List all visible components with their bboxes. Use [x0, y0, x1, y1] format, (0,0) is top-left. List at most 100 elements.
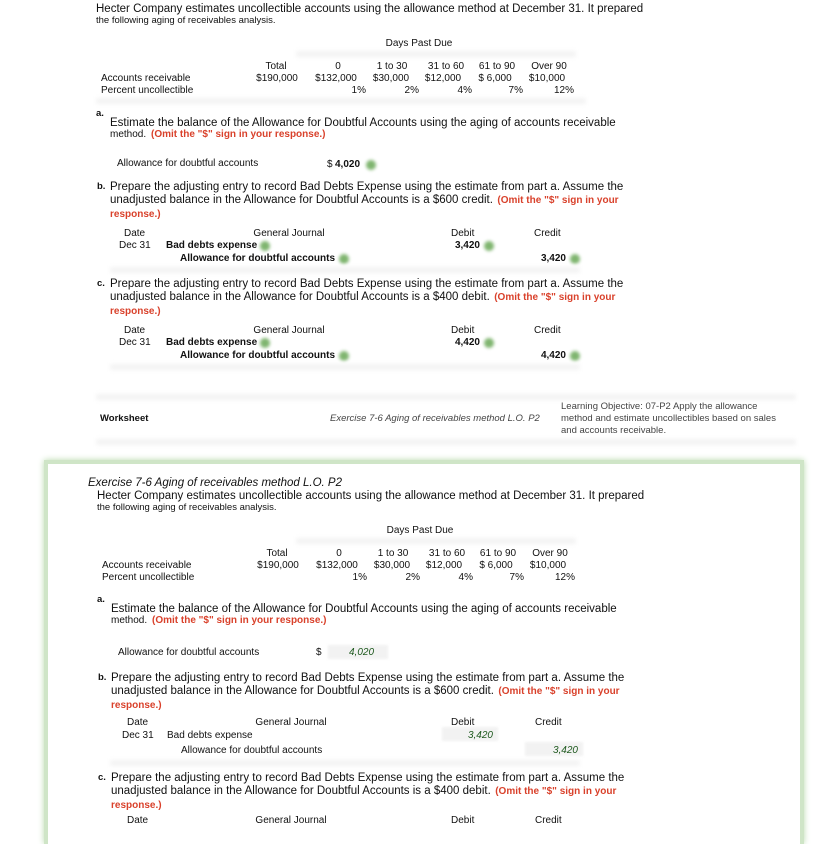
part-b-note2: response.) [111, 700, 162, 711]
hdr-date: Date [127, 815, 149, 826]
allowance-label: Allowance for doubtful accounts [118, 647, 260, 658]
debit-input[interactable]: 3,420 [467, 730, 493, 741]
worksheet-link[interactable]: Worksheet [100, 413, 149, 424]
hdr-credit: Credit [535, 815, 562, 826]
entry-date: Dec 31 [119, 337, 151, 348]
debit-account: Bad debts expense [166, 240, 258, 251]
part-a-text2: method. [110, 129, 147, 140]
part-c-note2: response.) [111, 800, 162, 811]
ar-value: $10,000 [528, 73, 566, 84]
pct-label: Percent uncollectible [102, 572, 195, 583]
check-icon [366, 160, 376, 170]
hdr-credit: Credit [535, 717, 562, 728]
part-b-note2: response.) [110, 209, 161, 220]
intro-line2: the following aging of receivables analy… [96, 15, 276, 26]
entry-date: Dec 31 [122, 730, 154, 741]
debit-account: Bad debts expense [166, 337, 258, 348]
hdr-journal: General Journal [253, 325, 325, 336]
hdr-debit: Debit [451, 325, 475, 336]
pct-value: 2% [404, 85, 419, 96]
debit-amount: 4,420 [454, 337, 480, 348]
pct-label: Percent uncollectible [101, 85, 194, 96]
hdr-debit: Debit [451, 228, 475, 239]
credit-amount: 3,420 [540, 253, 566, 264]
credit-amount: 4,420 [540, 350, 566, 361]
pct-value: 12% [554, 572, 575, 583]
part-a-text: Estimate the balance of the Allowance fo… [111, 603, 617, 615]
ar-value: $12,000 [424, 73, 462, 84]
hdr-credit: Credit [534, 325, 561, 336]
part-c-note: (Omit the "$" sign in your [495, 786, 617, 797]
col-0: 0 [336, 548, 342, 559]
ar-value: $132,000 [315, 73, 357, 84]
col-total: Total [265, 61, 287, 72]
col-1-30: 1 to 30 [377, 548, 409, 559]
hdr-date: Date [124, 325, 146, 336]
intro-line2: the following aging of receivables analy… [97, 502, 277, 513]
col-0: 0 [335, 61, 341, 72]
part-b-marker: b. [98, 672, 107, 683]
learning-objective: Learning Objective: 07-P2 Apply the allo… [561, 401, 758, 412]
ar-value: $30,000 [373, 560, 411, 571]
part-a-text: Estimate the balance of the Allowance fo… [110, 117, 616, 129]
ar-label: Accounts receivable [101, 73, 191, 84]
hdr-debit: Debit [451, 815, 475, 826]
pct-value: 12% [553, 85, 574, 96]
part-c-line1: Prepare the adjusting entry to record Ba… [110, 278, 624, 290]
hdr-journal: General Journal [255, 717, 327, 728]
check-icon [339, 351, 349, 361]
debit-amount: 3,420 [454, 240, 480, 251]
exercise-title: Exercise 7-6 Aging of receivables method… [330, 413, 540, 424]
pct-value: 2% [405, 572, 420, 583]
part-b-note: (Omit the "$" sign in your [497, 195, 619, 206]
credit-account: Allowance for doubtful accounts [181, 745, 323, 756]
part-b-marker: b. [97, 181, 106, 192]
check-icon [484, 338, 494, 348]
ar-value: $ 6,000 [479, 560, 513, 571]
hdr-credit: Credit [534, 228, 561, 239]
col-31-60: 31 to 60 [427, 61, 465, 72]
learning-objective: and accounts receivable. [561, 425, 667, 436]
ar-value: $190,000 [256, 73, 298, 84]
part-b-line2: unadjusted balance in the Allowance for … [110, 194, 493, 206]
part-b-line2-block: unadjusted balance in the Allowance for … [110, 193, 619, 221]
ar-value: $ 6,000 [478, 73, 512, 84]
part-b-line2-block: unadjusted balance in the Allowance for … [111, 684, 620, 712]
intro-line1: Hecter Company estimates uncollectible a… [96, 3, 644, 15]
ar-value: $12,000 [425, 560, 463, 571]
hdr-date: Date [124, 228, 146, 239]
allowance-label: Allowance for doubtful accounts [117, 158, 259, 169]
ar-value: $10,000 [529, 560, 567, 571]
check-icon [260, 338, 270, 348]
ar-label: Accounts receivable [102, 560, 192, 571]
days-past-due-header: Days Past Due [386, 525, 454, 536]
credit-account: Allowance for doubtful accounts [180, 350, 336, 361]
exercise-panel [44, 460, 804, 844]
part-c-note2: response.) [110, 306, 161, 317]
allowance-input[interactable]: 4,020 [349, 647, 375, 658]
part-a-note: (Omit the "$" sign in your response.) [152, 615, 327, 626]
hdr-journal: General Journal [255, 815, 327, 826]
debit-account: Bad debts expense [167, 730, 253, 741]
col-61-90: 61 to 90 [478, 61, 516, 72]
pct-value: 1% [352, 572, 367, 583]
col-over-90: Over 90 [532, 548, 568, 559]
hdr-journal: General Journal [253, 228, 325, 239]
check-icon [570, 351, 580, 361]
pct-value: 1% [351, 85, 366, 96]
part-c-marker: c. [97, 278, 105, 289]
ar-value: $190,000 [257, 560, 299, 571]
credit-input[interactable]: 3,420 [552, 745, 578, 756]
entry-date: Dec 31 [119, 240, 151, 251]
ar-value: $132,000 [316, 560, 358, 571]
part-a-marker: a. [96, 108, 104, 119]
part-a-marker: a. [97, 594, 105, 605]
part-c-line2: unadjusted balance in the Allowance for … [110, 291, 490, 303]
part-b-note: (Omit the "$" sign in your [498, 686, 620, 697]
part-c-line1: Prepare the adjusting entry to record Ba… [111, 772, 625, 784]
part-a-note: (Omit the "$" sign in your response.) [151, 129, 326, 140]
currency: $ [316, 647, 322, 658]
part-b-line2: unadjusted balance in the Allowance for … [111, 685, 494, 697]
currency: $ [327, 159, 333, 170]
col-over-90: Over 90 [531, 61, 567, 72]
